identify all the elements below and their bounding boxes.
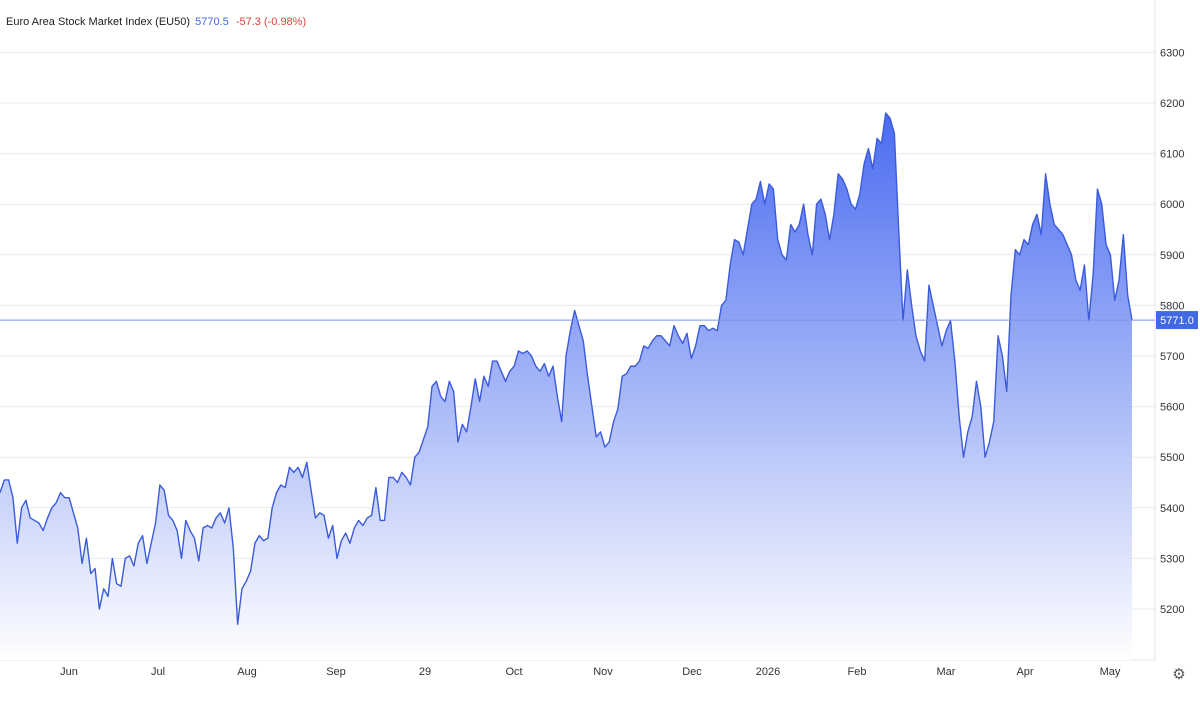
y-tick-label: 5600 (1160, 402, 1184, 414)
current-price: 5770.5 (195, 16, 229, 28)
y-axis: 5200 5300 5400 5500 5600 5700 5800 5900 6000 6100… (1160, 47, 1184, 616)
y-tick-label: 5500 (1160, 452, 1184, 464)
y-tick-label: 5300 (1160, 553, 1184, 565)
y-tick-label: 5700 (1160, 351, 1184, 363)
x-tick-label: Feb (848, 666, 867, 678)
chart-header: Euro Area Stock Market Index (EU50) 5770… (6, 16, 306, 28)
x-tick-label: Mar (937, 666, 956, 678)
x-axis: Jun Jul Aug Sep 29 Oct Nov Dec 2026 Feb Mar Apr May (60, 666, 1121, 678)
x-tick-label: Jul (151, 666, 165, 678)
index-title: Euro Area Stock Market Index (EU50) (6, 16, 191, 28)
price-change: -57.3 (-0.98%) (235, 16, 307, 28)
x-tick-label: Oct (505, 666, 522, 678)
price-area-fill (0, 113, 1132, 661)
y-tick-label: 6300 (1160, 47, 1184, 59)
x-tick-label: Dec (682, 666, 702, 678)
y-tick-label: 6200 (1160, 98, 1184, 110)
x-tick-label: Aug (237, 666, 257, 678)
y-tick-label: 5400 (1160, 503, 1184, 515)
y-tick-label: 5200 (1160, 604, 1184, 616)
last-value-badge: 5771.0 (1156, 311, 1198, 330)
x-tick-label: Nov (593, 666, 613, 678)
y-tick-label: 5900 (1160, 250, 1184, 262)
x-tick-label: Sep (326, 666, 346, 678)
y-tick-label: 6000 (1160, 199, 1184, 211)
gear-icon[interactable]: ⚙ (1172, 666, 1186, 683)
y-tick-label: 5800 (1160, 300, 1184, 312)
price-line (0, 112, 1133, 625)
x-tick-label: Jun (60, 666, 78, 678)
y-tick-label: 6100 (1160, 149, 1184, 161)
x-tick-label: May (1100, 666, 1121, 678)
last-value-label: 5771.0 (1160, 315, 1194, 327)
last-value-badge-bg (1156, 311, 1198, 330)
x-tick-label: 29 (419, 666, 431, 678)
x-tick-label: 2026 (756, 666, 780, 678)
x-tick-label: Apr (1016, 666, 1033, 678)
